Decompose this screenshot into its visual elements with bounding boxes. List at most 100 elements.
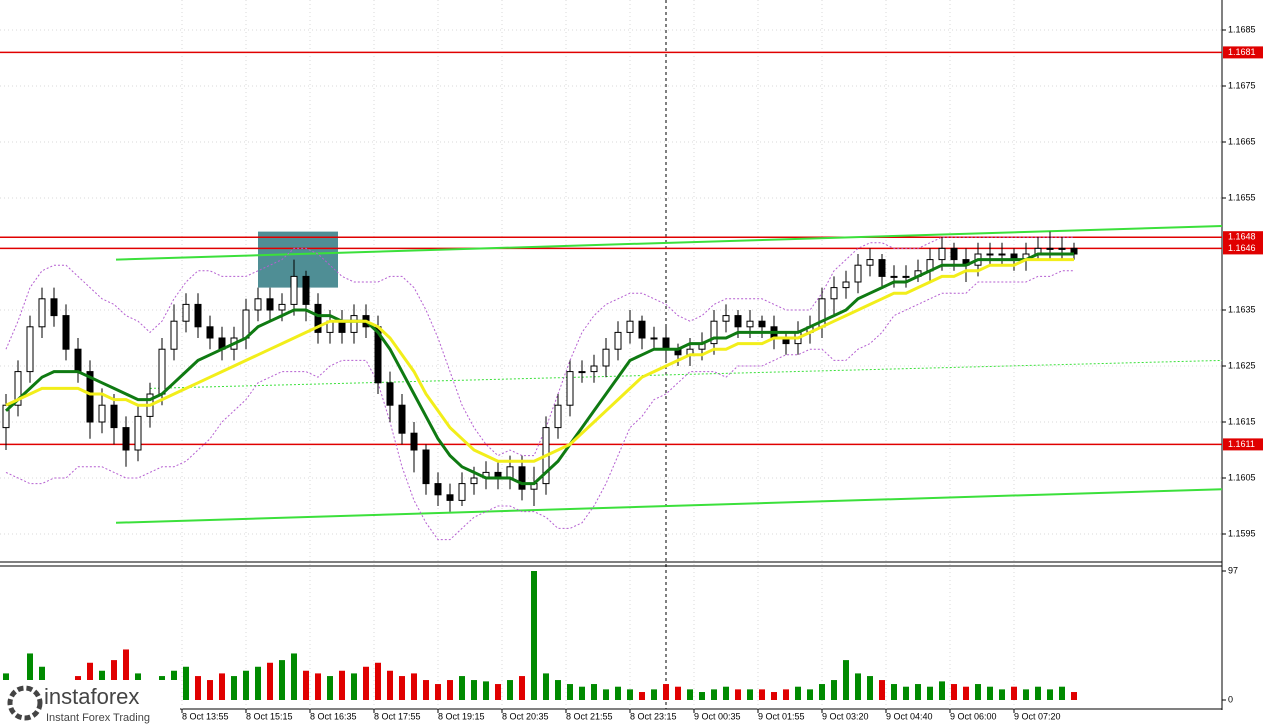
candle-body [290,275,298,305]
candle-body [734,315,742,328]
candle-body [182,303,190,322]
candle-body [86,371,94,423]
trendline [115,225,1223,261]
volume-bar [807,689,813,700]
volume-bar [567,684,573,700]
candle-body [578,371,586,374]
candle-body [98,404,106,423]
candle-body [302,275,310,305]
volume-bar [423,680,429,700]
candle-body [26,326,34,373]
volume-bar [327,676,333,700]
y-tick-label: 1.1655 [1228,192,1256,202]
volume-bar [543,673,549,700]
y-tick-label: 1.1625 [1228,360,1256,370]
x-tick-label: 8 Oct 13:55 [182,711,229,721]
volume-bar [975,684,981,700]
candle-body [470,477,478,485]
volume-bar [1035,686,1041,700]
volume-tick-label: 97 [1228,565,1238,575]
candle-body [566,371,574,406]
volume-bar [219,673,225,700]
trendline [149,359,1223,389]
candle-body [158,348,166,395]
volume-bar [303,670,309,700]
y-tick-label: 1.1595 [1228,528,1256,538]
volume-bar [363,666,369,700]
candle-body [866,259,874,266]
volume-bar [723,686,729,700]
volume-bar [1011,686,1017,700]
volume-bar [795,686,801,700]
y-tick-label: 1.1605 [1228,472,1256,482]
volume-bar [915,684,921,700]
volume-bar [603,689,609,700]
volume-bar [963,686,969,700]
trendline [115,488,1223,524]
volume-bar [591,684,597,700]
candle-body [242,309,250,339]
level-label-box [1223,242,1263,255]
x-tick-label: 9 Oct 00:35 [694,711,741,721]
candle-body [890,275,898,278]
volume-bar [675,686,681,700]
level-label: 1.1648 [1228,232,1256,242]
volume-bar [435,684,441,700]
candle-body [458,483,466,501]
volume-bar [279,660,285,700]
volume-bar [999,689,1005,700]
volume-bar [951,684,957,700]
x-tick-label: 8 Oct 17:55 [374,711,421,721]
logo: instaforex Instant Forex Trading [0,680,180,727]
candle-body [254,298,262,311]
volume-bar [267,662,273,700]
volume-bar [123,649,129,700]
x-tick-label: 8 Oct 23:15 [630,711,677,721]
volume-bar [879,680,885,700]
level-label: 1.1681 [1228,47,1256,57]
x-tick-label: 9 Oct 01:55 [758,711,805,721]
volume-bar [891,684,897,700]
level-label-box [1223,438,1263,451]
highlight-box [258,231,338,288]
logo-icon [7,685,43,721]
level-label: 1.1611 [1228,439,1255,449]
volume-bar [927,686,933,700]
volume-bar [711,689,717,700]
moving-average [5,258,1074,463]
candle-body [1058,247,1066,250]
volume-bar [459,676,465,700]
level-label-box [1223,46,1263,59]
volume-bar [315,673,321,700]
candle-body [14,371,22,406]
volume-bar [339,670,345,700]
candle-body [1046,247,1054,250]
candle-body [854,264,862,283]
x-tick-label: 9 Oct 03:20 [822,711,869,721]
volume-bar [399,676,405,700]
x-tick-label: 8 Oct 15:15 [246,711,293,721]
volume-bar [987,686,993,700]
band-upper [5,236,1074,457]
candle-body [446,494,454,501]
volume-bar [291,653,297,700]
candle-body [998,253,1006,256]
candle-body [266,298,274,311]
candle-body [386,382,394,406]
volume-bar [819,684,825,700]
candle-body [902,275,910,278]
y-tick-label: 1.1635 [1228,304,1256,314]
candle-body [830,287,838,300]
volume-bar [519,676,525,700]
candle-body [314,303,322,333]
candle-body [746,320,754,328]
volume-bar [783,689,789,700]
moving-average [4,252,1074,486]
candle-body [722,315,730,322]
volume-bar [1071,692,1077,700]
volume-bar [495,684,501,700]
volume-bar [831,680,837,700]
volume-bar [483,681,489,700]
x-tick-label: 9 Oct 06:00 [950,711,997,721]
